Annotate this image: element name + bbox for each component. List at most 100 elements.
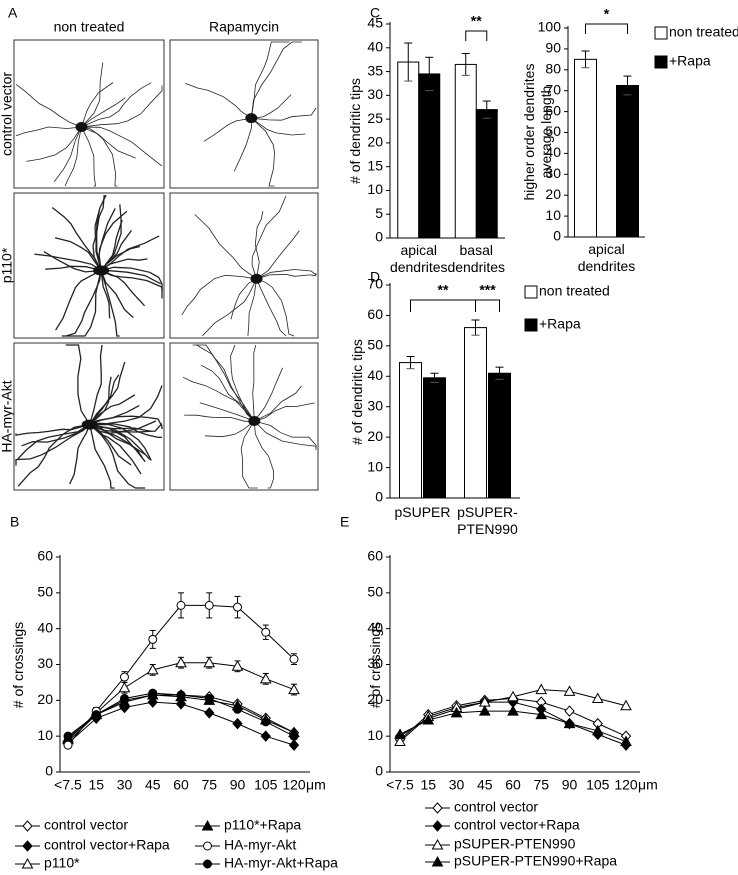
y-tick-label: 0 (375, 489, 383, 505)
point (231, 660, 244, 671)
y-tick-label: 20 (367, 134, 383, 150)
dendrite (100, 269, 163, 299)
y-tick-label: 0 (375, 763, 383, 779)
point (204, 600, 214, 610)
y-tick-label: 60 (37, 548, 53, 564)
point (261, 717, 271, 727)
x-tick-label: 90 (562, 777, 578, 793)
y-tick-label: 45 (367, 15, 383, 31)
y-axis-label-box: # of dendritic tips (349, 339, 365, 445)
dendrite (89, 423, 151, 461)
dendrite (233, 118, 253, 172)
legend-marker (432, 820, 443, 832)
dendrite (21, 424, 91, 447)
dendrite (256, 278, 295, 337)
y-tick-label: 70 (545, 81, 561, 97)
legend-label: p110* (44, 855, 80, 871)
dendrite (89, 424, 115, 489)
dendrite (254, 402, 315, 422)
bar (399, 362, 422, 499)
y-tick-label: 15 (367, 157, 383, 173)
legend-label: non treated (539, 283, 610, 299)
row-label: p110* (0, 247, 15, 283)
y-tick-label: 0 (45, 763, 53, 779)
bar (616, 84, 639, 238)
dendrite (202, 278, 257, 337)
dendrite (89, 361, 126, 425)
x-tick-label: 45 (477, 777, 493, 793)
x-tick-label: 120 (614, 777, 638, 793)
dendrite (181, 274, 257, 316)
bar (418, 73, 441, 239)
point (233, 602, 242, 612)
y-tick-label: 0 (553, 228, 561, 244)
dendrite (251, 107, 317, 121)
dendrite (69, 424, 91, 485)
micrograph (13, 192, 165, 339)
dendrite (100, 266, 163, 291)
legend-label: control vector+Rapa (44, 837, 170, 853)
point (394, 728, 406, 739)
point (620, 735, 632, 747)
point (535, 683, 548, 695)
dendrite (100, 270, 111, 319)
panel-label: C (370, 5, 380, 21)
dendrite (203, 117, 252, 142)
dendrite (92, 194, 107, 271)
y-tick-label: 70 (367, 276, 383, 292)
dendrite (251, 117, 275, 187)
point (261, 627, 271, 637)
y-axis-label-box: higher order dendrites average length (521, 64, 554, 201)
point (288, 683, 300, 695)
series-line (67, 604, 295, 746)
panel-label: A (8, 5, 18, 21)
dendrite (45, 265, 102, 272)
x-tick-label: pSUPER (394, 504, 451, 520)
legend-marker (432, 802, 443, 814)
significance-label: ** (438, 282, 449, 298)
panel-label: B (10, 514, 19, 530)
y-tick-label: 10 (367, 458, 383, 474)
point (233, 704, 242, 714)
y-tick-label: 50 (37, 584, 53, 600)
dendrite (185, 83, 252, 119)
y-tick-label: 25 (367, 110, 383, 126)
point (176, 600, 186, 610)
image-frame (169, 342, 319, 491)
legend-swatch (524, 318, 538, 332)
y-axis-label: # of crossings (366, 621, 383, 709)
dendrite (65, 270, 102, 337)
dendrite (254, 385, 302, 422)
x-tick-label: 75 (201, 777, 217, 793)
point (175, 656, 187, 668)
dendrite (95, 209, 102, 271)
point (507, 705, 519, 716)
y-tick-label: 10 (37, 727, 53, 743)
point (563, 685, 576, 696)
dendrite (194, 214, 257, 280)
bar (423, 377, 446, 499)
point (63, 731, 73, 741)
y-tick-label: 50 (367, 584, 383, 600)
x-tick-label: apical dendrites (577, 241, 636, 274)
y-tick-label: 5 (375, 205, 383, 221)
x-tick-label: 30 (117, 777, 133, 793)
dendrite (89, 344, 103, 425)
point (148, 688, 158, 698)
x-tick-label-box: pSUPER (394, 504, 451, 520)
soma (81, 419, 98, 430)
soma (248, 416, 261, 427)
x-tick-label: <7.5 (386, 777, 414, 793)
legend-label: HA-myr-Akt (224, 837, 296, 853)
point (450, 706, 463, 718)
y-tick-label: 30 (367, 655, 383, 671)
soma (245, 113, 258, 124)
point (118, 681, 131, 693)
legend-marker (431, 838, 444, 850)
dendrite (250, 41, 302, 119)
y-tick-label: 40 (545, 144, 561, 160)
dendrite (240, 420, 258, 489)
bar (574, 58, 597, 238)
legend-label: HA-myr-Akt+Rapa (224, 855, 338, 871)
x-tick-label: 75 (533, 777, 549, 793)
